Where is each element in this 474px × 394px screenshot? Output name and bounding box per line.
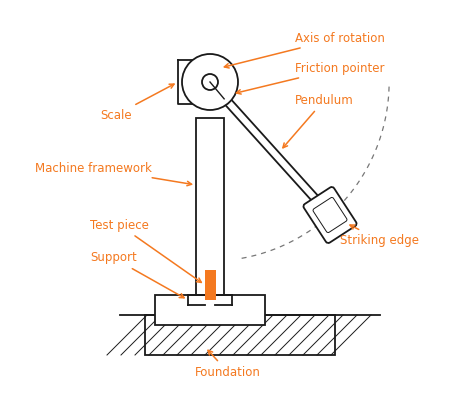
Bar xyxy=(145,315,335,355)
Circle shape xyxy=(202,74,218,90)
Text: Axis of rotation: Axis of rotation xyxy=(224,32,385,68)
Text: Machine framework: Machine framework xyxy=(35,162,191,186)
Circle shape xyxy=(182,54,238,110)
Text: Pendulum: Pendulum xyxy=(283,93,354,148)
Text: Support: Support xyxy=(90,251,184,298)
Bar xyxy=(155,295,265,325)
Text: Scale: Scale xyxy=(100,84,174,121)
FancyBboxPatch shape xyxy=(313,197,347,232)
Text: Test piece: Test piece xyxy=(90,219,201,282)
Text: Striking edge: Striking edge xyxy=(340,225,419,247)
Bar xyxy=(196,118,224,295)
Bar xyxy=(205,270,216,300)
Text: Friction pointer: Friction pointer xyxy=(237,61,384,94)
Text: Foundation: Foundation xyxy=(195,350,261,379)
FancyBboxPatch shape xyxy=(303,187,356,243)
